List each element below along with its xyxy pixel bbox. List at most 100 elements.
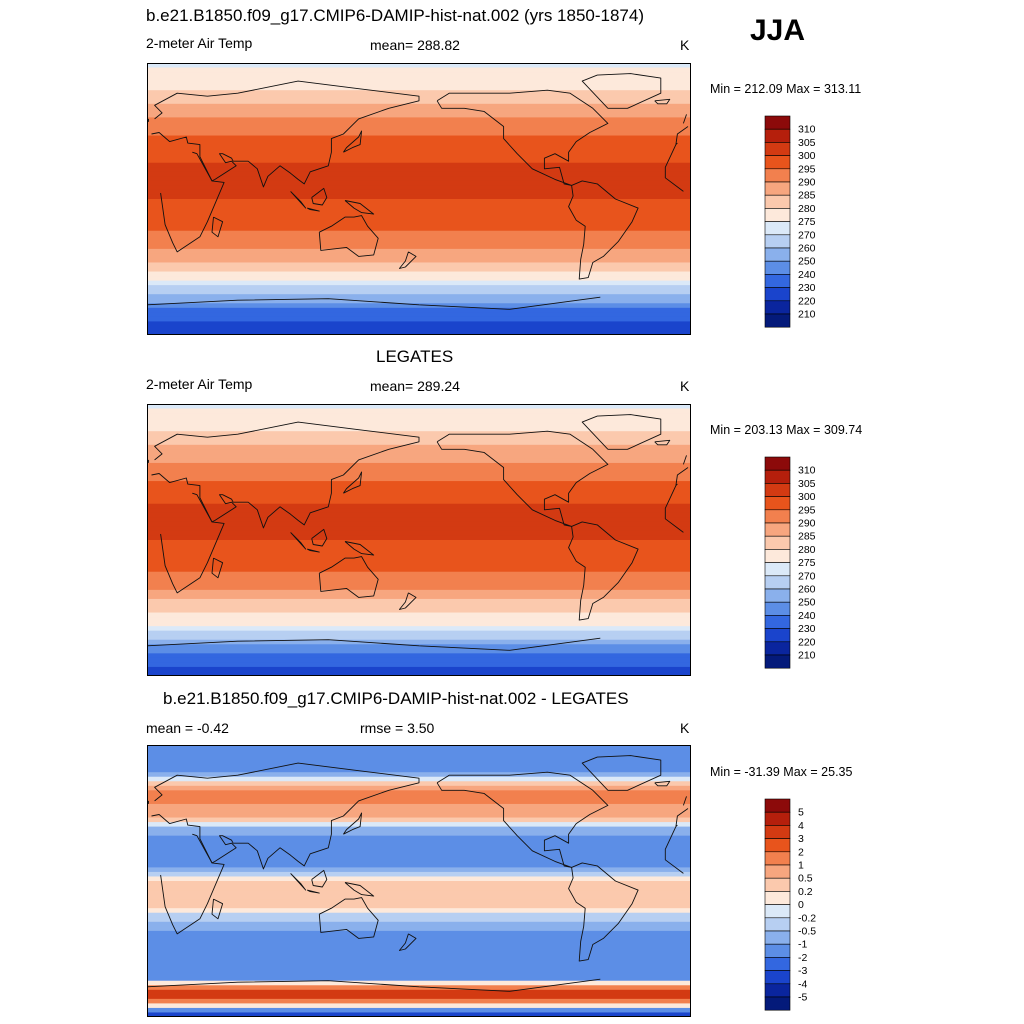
panel-2-zonal-band: [147, 517, 691, 523]
panel-1-zonal-band: [147, 280, 691, 286]
panel-3-zonal-band: [147, 840, 691, 846]
panel-2-frame: [147, 404, 691, 676]
panel-1-colorbar-swatch: [764, 115, 791, 130]
panel-1-zonal-band: [147, 276, 691, 282]
panel-1-variable-label: 2-meter Air Temp: [146, 35, 253, 51]
panel-2-zonal-band: [147, 462, 691, 469]
panel-3-colorbar-tick-label: -1: [798, 939, 807, 951]
panel-2-zonal-band: [147, 567, 691, 573]
panel-3-frame: [147, 745, 691, 1017]
panel-3-zonal-band: [147, 803, 691, 810]
panel-2-zonal-band: [147, 653, 691, 659]
panel-2-zonal-band: [147, 526, 691, 532]
panel-1-coastline: [581, 73, 662, 109]
panel-3-zonal-band: [147, 763, 691, 769]
panel-1-zonal-band: [147, 285, 691, 291]
panel-2-zonal-band: [147, 589, 691, 595]
panel-2-colorbar-swatch: [764, 522, 791, 537]
panel-3-zonal-band: [147, 1003, 691, 1009]
panel-3-colorbar-tick-label: 0.5: [798, 873, 813, 885]
panel-2-colorbar-swatch: [764, 575, 791, 590]
panel-1-coastline: [436, 89, 609, 186]
panel-3-colorbar-tick-label: 1: [798, 860, 804, 872]
panel-3-colorbar-tick-label: -3: [798, 965, 807, 977]
panel-1-zonal-band: [147, 257, 691, 264]
panel-3-coastline: [306, 889, 320, 894]
panel-3-zonal-band: [147, 871, 691, 878]
panel-2-colorbar-tick-label: 295: [798, 504, 816, 516]
panel-3-zonal-band: [147, 849, 691, 855]
panel-2-zonal-band: [147, 549, 691, 555]
panel-2-map-svg: [147, 404, 691, 676]
panel-2-colorbar-swatch: [764, 469, 791, 484]
panel-3-colorbar-tick-label: 2: [798, 846, 804, 858]
panel-3-colorbar-swatch: [764, 798, 791, 813]
panel-1-colorbar-swatch: [764, 208, 791, 222]
panel-2-colorbar-tick-label: 305: [798, 478, 816, 490]
panel-3-coastline: [398, 933, 417, 951]
panel-1-colorbar-swatch: [764, 221, 791, 236]
panel-3-zonal-band: [147, 826, 691, 832]
panel-3-colorbar-tick-label: 0.2: [798, 886, 813, 898]
panel-1-zonal-band: [147, 180, 691, 186]
panel-3-zonal-band: [147, 1012, 691, 1017]
panel-2-zonal-band: [147, 404, 691, 410]
panel-3-colorbar-tick-label: -2: [798, 952, 807, 964]
panel-3-zonal-band: [147, 944, 691, 950]
panel-1-zonal-band: [147, 289, 691, 295]
panel-3-zonal-band: [147, 1007, 691, 1014]
panel-1-zonal-band: [147, 267, 691, 273]
panel-2-zonal-band: [147, 417, 691, 423]
panel-2-colorbar-swatch: [764, 549, 791, 563]
panel-1-colorbar-tick-label: 310: [798, 124, 816, 136]
panel-3-zonal-band: [147, 867, 691, 873]
panel-1-zonal-band: [147, 248, 691, 254]
panel-3-zonal-band: [147, 949, 691, 955]
panel-2-zonal-band: [147, 476, 691, 482]
panel-2-coastline: [151, 421, 689, 529]
panel-3-zonal-band: [147, 831, 691, 837]
panel-1-colorbar-swatch: [764, 155, 791, 170]
panel-2-colorbar-tick-label: 260: [798, 584, 816, 596]
panel-3-zonal-band: [147, 785, 691, 791]
panel-2-zonal-band: [147, 540, 691, 546]
panel-1-zonal-band: [147, 294, 691, 300]
panel-2-colorbar-tick-label: 300: [798, 491, 816, 503]
panel-2-colorbar-tick-label: 270: [798, 570, 816, 582]
panel-1-zonal-band: [147, 112, 691, 118]
panel-1-zonal-band: [147, 90, 691, 96]
panel-1-zonal-band: [147, 316, 691, 322]
panel-1-coastline: [311, 187, 328, 206]
panel-1-zonal-band: [147, 244, 691, 250]
panel-1-coastline: [147, 296, 601, 310]
panel-3-zonal-band: [147, 894, 691, 900]
panel-3-zonal-band: [147, 899, 691, 905]
panel-1-zonal-band: [147, 85, 691, 91]
panel-3-coastlines: [147, 755, 689, 992]
panel-2-zonal-band: [147, 485, 691, 491]
panel-3-colorbar: 5 4 3 2 1 0.5 0.2 0 -0.2 -0.5 -1 -2 -3 -4 -5: [764, 798, 825, 1013]
panel-2-colorbar-tick-label: 285: [798, 531, 816, 543]
panel-2-zonal-band: [147, 444, 691, 450]
panel-1-zonal-band: [147, 140, 691, 146]
panel-1-zonal-band: [147, 239, 691, 245]
panel-2-coastline: [436, 430, 609, 527]
panel-3-zonal-band: [147, 971, 691, 977]
panel-3-coastline: [290, 873, 307, 891]
panel-1-zonal-band: [147, 230, 691, 236]
panel-1-colorbar-tick-label: 300: [798, 150, 816, 162]
panel-2-coastline: [568, 521, 639, 621]
panel-2-zonal-band: [147, 598, 691, 605]
panel-1-zonal-band: [147, 162, 691, 168]
panel-3-coastline: [160, 826, 684, 935]
panel-3-colorbar-swatch: [764, 996, 791, 1011]
panel-3-zonal-band: [147, 930, 691, 936]
panel-1-zonal-band: [147, 199, 691, 205]
panel-2-colorbar-swatch: [764, 588, 791, 603]
panel-2-variable-label: 2-meter Air Temp: [146, 376, 253, 392]
panel-2-zonal-band: [147, 499, 691, 505]
panel-3-coastline: [581, 755, 662, 791]
panel-1-units: K: [680, 37, 690, 53]
panel-1-zonal-band: [147, 72, 691, 78]
panel-1-zonal-band: [147, 131, 691, 137]
